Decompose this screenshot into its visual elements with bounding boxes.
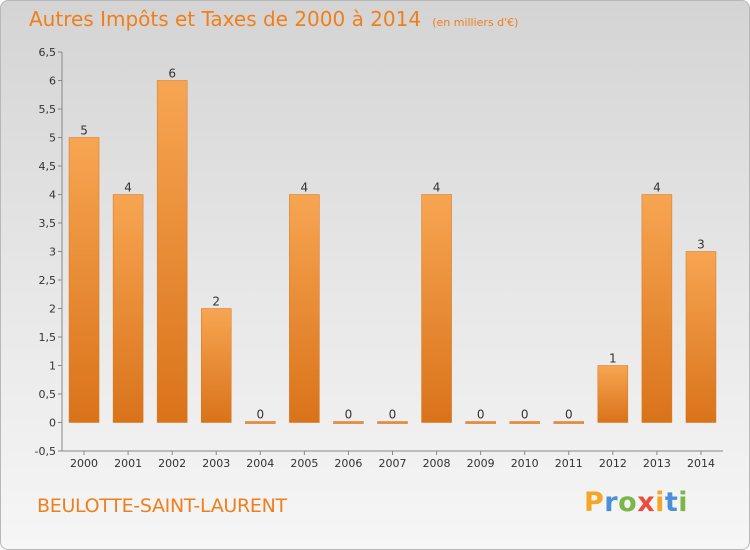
x-tick-label-2003: 2003 — [202, 457, 230, 470]
bar-2013 — [641, 194, 673, 423]
logo-letter: i — [678, 487, 689, 518]
bar-2003 — [200, 308, 232, 423]
value-label-2005: 4 — [301, 181, 309, 195]
bar-2000 — [68, 137, 100, 423]
y-tick-label: 3,5 — [39, 217, 57, 230]
bar-2005 — [289, 194, 320, 423]
bar-2001 — [112, 194, 144, 423]
y-tick-label: 4,5 — [39, 160, 57, 173]
bar-2014 — [685, 251, 717, 423]
value-label-2008: 4 — [433, 181, 441, 195]
value-label-2000: 5 — [80, 124, 88, 138]
x-tick-label-2010: 2010 — [511, 457, 539, 470]
value-label-2010: 0 — [521, 408, 529, 422]
value-labels: 5 4 6 2 0 4 0 0 4 0 0 0 1 4 3 — [80, 67, 705, 422]
chart-subtitle: (en milliers d'€) — [432, 16, 519, 29]
value-label-2004: 0 — [256, 408, 264, 422]
y-tick-label: 1 — [49, 360, 56, 373]
logo-letter: t — [664, 487, 679, 518]
y-tick-label: 4 — [49, 189, 56, 202]
y-tick-label: 1,5 — [39, 331, 57, 344]
y-tick-label: 6,5 — [39, 46, 57, 59]
title-block: Autres Impôts et Taxes de 2000 à 2014 (e… — [29, 7, 518, 31]
value-label-2006: 0 — [345, 408, 353, 422]
y-tick-label: 5,5 — [39, 103, 57, 116]
commune-name: BEULOTTE-SAINT-LAURENT — [37, 495, 287, 517]
value-label-2012: 1 — [609, 352, 617, 366]
bar-2006 — [333, 421, 364, 424]
y-tick-label: 2,5 — [39, 274, 57, 287]
bar-2002 — [156, 80, 188, 423]
x-tick-label-2008: 2008 — [423, 457, 451, 470]
y-tick-label: 6 — [49, 75, 56, 88]
value-label-2011: 0 — [565, 408, 573, 422]
x-tick-label-2000: 2000 — [70, 457, 98, 470]
x-tick-label-2011: 2011 — [555, 457, 583, 470]
logo-letter: P — [584, 487, 605, 518]
bar-2008 — [421, 194, 452, 423]
bar-2009 — [465, 421, 496, 424]
value-label-2013: 4 — [653, 181, 661, 195]
value-label-2003: 2 — [212, 295, 220, 309]
y-tick-label: 0 — [49, 417, 56, 430]
bar-2011 — [553, 421, 585, 424]
y-tick-label: -0,5 — [35, 445, 56, 458]
value-label-2007: 0 — [389, 408, 397, 422]
y-tick-label: 5 — [49, 132, 56, 145]
x-tick-label-2001: 2001 — [114, 457, 142, 470]
value-label-2014: 3 — [697, 238, 705, 252]
proxiti-logo[interactable]: Proxiti — [584, 487, 688, 518]
x-tick-label-2009: 2009 — [467, 457, 495, 470]
x-tick-label-2014: 2014 — [687, 457, 715, 470]
x-tick-label-2006: 2006 — [334, 457, 362, 470]
logo-letter: i — [655, 487, 665, 518]
value-label-2002: 6 — [168, 67, 176, 81]
y-tick-label: 3 — [49, 246, 56, 259]
logo-letter: x — [637, 487, 656, 518]
chart-title: Autres Impôts et Taxes de 2000 à 2014 — [29, 7, 422, 31]
x-tick-label-2005: 2005 — [290, 457, 318, 470]
logo-letter: r — [604, 487, 619, 518]
bar-2007 — [377, 421, 408, 424]
x-tick-label-2012: 2012 — [599, 457, 627, 470]
value-label-2001: 4 — [124, 181, 132, 195]
bar-2004 — [245, 421, 276, 424]
bar-2010 — [509, 421, 540, 424]
y-tick-label: 0,5 — [39, 388, 57, 401]
value-label-2009: 0 — [477, 408, 485, 422]
x-tick-label-2004: 2004 — [246, 457, 274, 470]
x-tick-label-2007: 2007 — [379, 457, 407, 470]
bar-2012 — [597, 365, 629, 423]
y-tick-label: 2 — [49, 303, 56, 316]
logo-letter: o — [618, 487, 638, 518]
bars — [68, 80, 717, 424]
x-tick-label-2013: 2013 — [643, 457, 671, 470]
x-tick-label-2002: 2002 — [158, 457, 186, 470]
